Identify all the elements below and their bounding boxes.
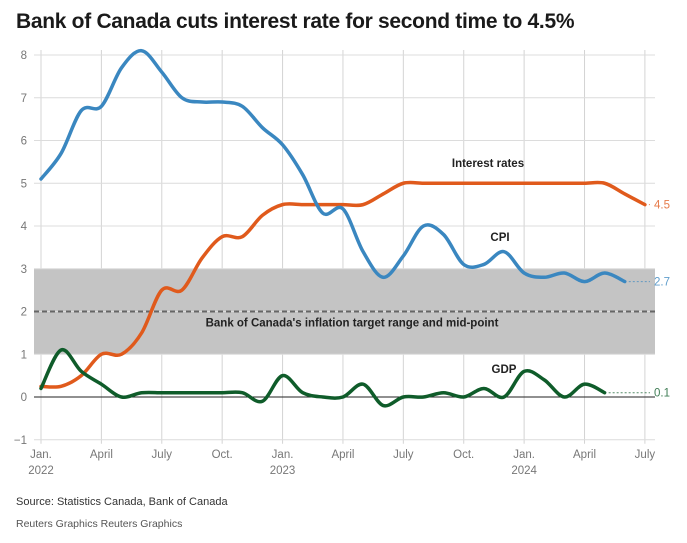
series-line-gdp [39,348,607,408]
x-tick-label: July [393,449,414,461]
end-value-label: 0.1 [654,388,670,400]
target-band-label: Bank of Canada's inflation target range … [206,318,499,330]
y-tick-label: 7 [21,93,27,105]
x-tick-label: Jan. [272,449,294,461]
series-line-cpi [39,48,627,284]
y-tick-label: 4 [21,221,28,233]
x-tick-year: 2022 [28,465,54,477]
chart-title: Bank of Canada cuts interest rate for se… [16,10,575,33]
credit-note: Reuters Graphics Reuters Graphics [16,518,183,530]
x-tick-label: April [90,449,113,461]
series-label: Interest rates [452,158,524,170]
y-tick-label: 1 [21,349,27,361]
x-tick-label: Oct. [453,449,474,461]
source-note: Source: Statistics Canada, Bank of Canad… [16,496,228,508]
x-tick-label: Oct. [212,449,233,461]
x-tick-year: 2023 [270,465,296,477]
series-label: CPI [490,232,509,244]
y-tick-label: 6 [21,136,27,148]
y-tick-label: 3 [21,264,27,276]
x-tick-label: Jan. [513,449,535,461]
x-tick-label: April [573,449,596,461]
x-tick-label: April [331,449,354,461]
end-value-label: 4.5 [654,200,670,212]
series-line-interest-rates [39,180,647,389]
y-tick-label: −1 [14,435,27,447]
x-tick-label: July [152,449,173,461]
x-tick-year: 2024 [511,465,537,477]
x-tick-label: Jan. [30,449,52,461]
y-tick-label: 8 [21,50,27,62]
y-tick-label: 0 [21,392,27,404]
y-tick-label: 2 [21,307,27,319]
x-tick-label: July [635,449,656,461]
y-tick-label: 5 [21,178,27,190]
end-value-label: 2.7 [654,277,670,289]
series-label: GDP [492,364,517,376]
